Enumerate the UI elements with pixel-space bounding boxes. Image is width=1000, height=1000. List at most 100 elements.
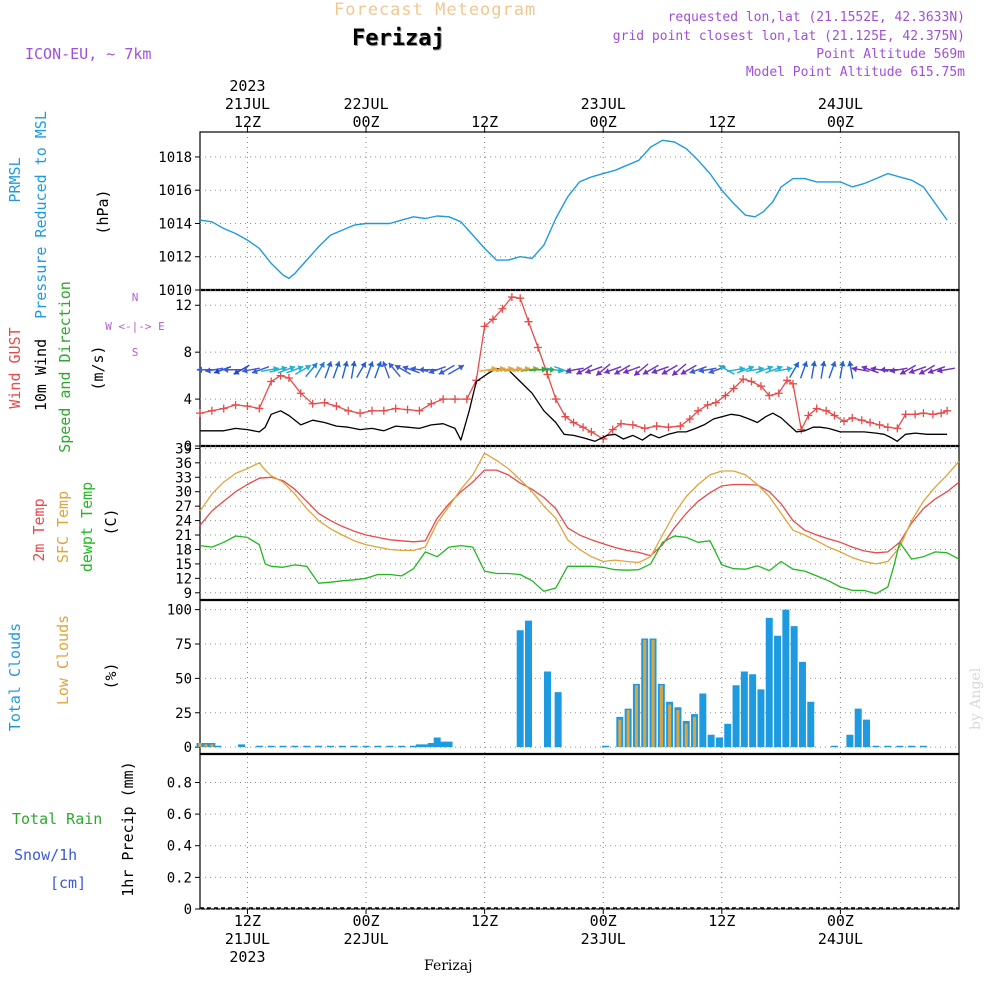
wind-arrow-head (937, 367, 943, 374)
wind-gust-marker (628, 420, 637, 429)
panel-frame (199, 131, 960, 291)
wind-arrow-head (889, 367, 896, 374)
total-cloud-bar (740, 671, 748, 748)
wind-direction-arrow (936, 367, 955, 374)
wind-gust-marker (893, 424, 902, 433)
total-cloud-bar (267, 745, 275, 748)
wind-gust-marker (462, 395, 471, 404)
wind-arrow-head (342, 361, 349, 367)
top-time-label: 00Z (590, 113, 617, 131)
wind-arrow-head (786, 365, 793, 373)
wind-gust-marker (284, 373, 293, 382)
wind-arrow-head (776, 365, 783, 372)
wind-arrow-head (739, 365, 745, 373)
wind-direction-arrow (614, 364, 631, 375)
wind-direction-arrow (870, 365, 889, 373)
wind-arrow-head (767, 365, 773, 372)
pressure-line (199, 139, 948, 280)
wind-direction-arrow (918, 364, 936, 375)
wind-arrow-head (758, 365, 764, 373)
wind-arrow-head (367, 361, 374, 368)
wind-gust-marker (640, 424, 649, 433)
wind-arrow-head (596, 369, 603, 376)
wind-direction-arrow (365, 361, 374, 379)
wind-arrow-head (318, 361, 325, 368)
wind-arrow-head (900, 368, 907, 375)
low-cloud-bar (676, 710, 680, 748)
wind-gust-marker (450, 395, 459, 404)
total-cloud-bar (798, 661, 806, 748)
wind-direction-arrow (356, 361, 367, 378)
dir-legend-we: W <-|-> E (105, 320, 165, 333)
value-tick-label: 4 (184, 392, 192, 408)
wind-arrow-head (689, 368, 696, 375)
total-cloud-bar (516, 630, 524, 748)
wind-arrow-head (928, 368, 934, 375)
bottom-time-label: 00Z (590, 912, 617, 930)
wind-gust-marker (219, 404, 228, 413)
wind-direction-arrow (374, 361, 383, 379)
top-time-label: 2023 (229, 77, 265, 95)
wind-arrow-head (861, 365, 868, 372)
wind-gust-marker (928, 410, 937, 419)
value-tick-label: 39 (175, 441, 192, 457)
wind-gust-marker (848, 413, 857, 422)
low-cloud-bar (659, 685, 663, 748)
wind-gust-marker (367, 406, 376, 415)
wind-direction-arrow (736, 365, 755, 374)
total-cloud-bar (908, 745, 916, 748)
wind-arrow-head (793, 361, 799, 368)
total-cloud-bar (427, 743, 435, 748)
wind-gust-marker (391, 404, 400, 413)
top-time-label: 12Z (471, 113, 498, 131)
wind-direction-arrow (205, 367, 224, 374)
value-tick-label: 27 (175, 499, 192, 515)
top-time-label: 23JUL (581, 95, 626, 113)
low-cloud-bar (634, 685, 638, 748)
wind-direction-arrow (381, 361, 390, 379)
total-cloud-bar (919, 745, 927, 748)
wind-gust-marker (812, 404, 821, 413)
value-tick-label: 12 (175, 298, 192, 314)
dir-legend-s: S (132, 346, 139, 359)
model-point-altitude: Model Point Altitude 615.75m (745, 65, 965, 80)
temperature-line-temp2m (199, 469, 960, 557)
wind-unit: (m/s) (89, 345, 107, 390)
wind-arrow-head (402, 365, 409, 372)
value-tick-label: 75 (175, 637, 192, 653)
wind-arrow-head (360, 361, 367, 368)
wind-gust-marker (356, 409, 365, 418)
wind-gust-marker (276, 371, 285, 380)
top-time-label: 24JUL (818, 95, 863, 113)
wind-gust-marker (196, 409, 204, 418)
value-tick-label: 0.2 (167, 870, 192, 886)
wind-gust-marker (783, 376, 792, 385)
total-cloud-bar (214, 745, 222, 748)
wind-direction-arrow (438, 364, 455, 375)
total-cloud-bar (543, 671, 551, 748)
wind-arrow-head (604, 368, 611, 375)
wind-direction-arrow (680, 364, 697, 375)
wind-gust-marker (296, 389, 305, 398)
value-tick-label: 50 (175, 671, 192, 687)
wind-arrow-head (847, 360, 854, 367)
total-cloud-bar (255, 745, 263, 748)
wind-gust-marker (875, 420, 884, 429)
wind-gust-marker (911, 410, 920, 419)
wind-gust-marker (937, 409, 946, 418)
wind-arrow-head (304, 365, 311, 371)
wind-gust-marker (804, 411, 813, 420)
wind-direction-arrow (604, 366, 622, 375)
top-time-label: 00Z (827, 113, 854, 131)
wind-gust-marker (543, 370, 552, 379)
grid-point-coords: grid point closest lon,lat (21.125E, 42.… (612, 29, 965, 44)
total-cloud-bar (884, 745, 892, 748)
low-cloud-bar (618, 719, 622, 748)
wind-gust-marker (415, 406, 424, 415)
wind-direction-arrow (774, 365, 793, 373)
wind-arrow-head (919, 368, 926, 375)
wind-arrow-head (565, 367, 572, 374)
bottom-time-label: 12Z (708, 912, 735, 930)
wind-direction-arrow (847, 360, 854, 379)
wind-gust-marker (243, 402, 252, 411)
